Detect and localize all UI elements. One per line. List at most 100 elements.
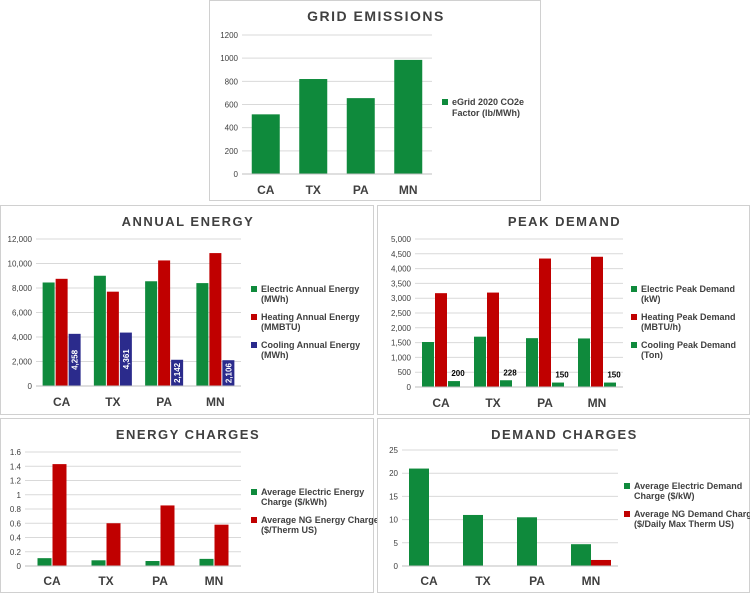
legend-entry: Average NG Energy Charge ($/Therm US)	[261, 515, 379, 535]
y-tick-label: 500	[398, 368, 412, 377]
legend-swatch	[442, 99, 448, 105]
bar-pa-series-0	[346, 98, 375, 174]
bar-tx-series-0	[91, 560, 106, 566]
legend-entry: Cooling Peak Demand (Ton)	[641, 340, 736, 360]
x-tick-label: CA	[432, 396, 450, 410]
y-tick-label: 2,000	[12, 358, 33, 367]
legend-swatch	[624, 511, 630, 517]
legend-swatch	[251, 286, 257, 292]
bar-mn-series-2	[222, 360, 235, 386]
y-tick-label: 1,000	[391, 353, 412, 362]
y-tick-label: 2,000	[391, 324, 412, 333]
legend-entry: Average Electric Energy Charge ($/kWh)	[261, 487, 364, 507]
x-tick-label: PA	[353, 183, 369, 197]
x-tick-label: CA	[420, 574, 438, 588]
y-tick-label: 0	[234, 170, 239, 179]
bar-mn-series-2	[604, 382, 616, 387]
energy-chart: ANNUAL ENERGY 0 2,000 4,000 6,000 8,000 10,000…	[8, 214, 361, 409]
y-tick-label: 20	[389, 469, 398, 478]
bar-pa-series-0	[145, 281, 158, 386]
data-label: 2,142	[173, 362, 182, 383]
bar-ca-series-0	[409, 468, 429, 566]
demand-charges-panel: DEMAND CHARGES 0 5 10 15 20 25 CA TX PA MN Average …	[377, 418, 750, 593]
y-tick-label: 0.6	[10, 519, 22, 528]
x-tick-label: MN	[588, 396, 607, 410]
legend-entry: Heating Annual Energy (MMBTU)	[261, 312, 360, 332]
bar-ca-series-0	[251, 114, 280, 174]
bar-pa-series-0	[517, 517, 537, 566]
bar-mn-series-0	[199, 558, 214, 566]
x-tick-label: PA	[537, 396, 553, 410]
bar-ca-series-2	[448, 381, 460, 387]
chart-title: DEMAND CHARGES	[491, 427, 638, 442]
y-tick-label: 4,000	[12, 333, 33, 342]
data-label: 228	[503, 368, 517, 377]
bar-pa-series-0	[526, 338, 538, 387]
y-tick-label: 10,000	[8, 260, 33, 269]
y-tick-label: 6,000	[12, 309, 33, 318]
x-tick-label: PA	[152, 574, 168, 588]
data-label: 200	[451, 369, 465, 378]
grid-chart: GRID EMISSIONS 0 200 400 600 800 1000 1200 CA TX P…	[220, 8, 524, 197]
legend-swatch	[631, 314, 637, 320]
bar-ca-series-1	[435, 293, 447, 387]
echarges-chart: ENERGY CHARGES 0 0.2 0.4 0.6 0.8 1 1.2 1.4 1.6 CA T…	[10, 427, 379, 588]
legend-swatch	[251, 314, 257, 320]
y-tick-label: 0	[394, 562, 399, 571]
dcharges-chart: DEMAND CHARGES 0 5 10 15 20 25 CA TX PA MN Average …	[389, 427, 750, 588]
bar-mn-series-0	[578, 338, 590, 387]
x-tick-label: MN	[206, 395, 225, 409]
bar-pa-series-2	[171, 359, 184, 386]
x-tick-label: MN	[399, 183, 418, 197]
legend-entry: eGrid 2020 CO2e Factor (lb/MWh)	[452, 97, 524, 118]
chart-title: ENERGY CHARGES	[116, 427, 260, 442]
y-tick-label: 15	[389, 492, 398, 501]
legend-entry: Average NG Demand Charge ($/Daily Max The…	[634, 509, 750, 529]
bar-tx-series-0	[463, 514, 483, 566]
bar-tx-series-0	[474, 336, 486, 387]
x-tick-label: CA	[43, 574, 61, 588]
bar-pa-series-1	[158, 260, 171, 386]
y-tick-label: 1	[17, 491, 22, 500]
bar-ca-series-1	[55, 278, 68, 386]
y-tick-label: 2,500	[391, 309, 412, 318]
x-tick-label: PA	[156, 395, 172, 409]
legend-entry: Heating Peak Demand (MBTU/h)	[641, 312, 736, 332]
y-tick-label: 5,000	[391, 235, 412, 244]
y-tick-label: 25	[389, 446, 398, 455]
bar-ca-series-0	[422, 342, 434, 387]
y-tick-label: 1.4	[10, 462, 22, 471]
bar-pa-series-1	[160, 505, 175, 566]
x-tick-label: PA	[529, 574, 545, 588]
peak-demand-panel: PEAK DEMAND 0 500 1,000 1,500 2,000 2,500 3,000…	[377, 205, 750, 415]
y-tick-label: 0	[17, 562, 22, 571]
bar-mn-series-0	[571, 544, 591, 566]
y-tick-label: 400	[225, 124, 239, 133]
y-tick-label: 0	[407, 383, 412, 392]
x-tick-label: CA	[257, 183, 275, 197]
y-tick-label: 12,000	[8, 235, 33, 244]
y-tick-label: 3,500	[391, 279, 412, 288]
legend-swatch	[631, 342, 637, 348]
legend-entry: Cooling Annual Energy (MWh)	[261, 340, 360, 360]
chart-title: ANNUAL ENERGY	[122, 214, 255, 229]
y-tick-label: 200	[225, 147, 239, 156]
bar-mn-series-1	[214, 524, 229, 566]
bar-ca-series-0	[42, 282, 55, 386]
data-label: 4,361	[122, 349, 131, 370]
x-tick-label: TX	[475, 574, 490, 588]
energy-charges-panel: ENERGY CHARGES 0 0.2 0.4 0.6 0.8 1 1.2 1.4 1.6 CA T…	[0, 418, 379, 593]
legend-swatch	[251, 517, 257, 523]
x-tick-label: TX	[105, 395, 120, 409]
x-tick-label: TX	[485, 396, 500, 410]
bar-pa-series-2	[552, 382, 564, 387]
x-tick-label: CA	[53, 395, 71, 409]
bar-tx-series-2	[119, 332, 132, 386]
bar-tx-series-2	[500, 380, 512, 387]
y-tick-label: 1.2	[10, 477, 22, 486]
annual-energy-panel: ANNUAL ENERGY 0 2,000 4,000 6,000 8,000 10,000…	[0, 205, 374, 415]
y-tick-label: 8,000	[12, 284, 33, 293]
legend-entry: Electric Annual Energy (MWh)	[261, 284, 359, 304]
x-tick-label: TX	[306, 183, 321, 197]
y-tick-label: 5	[394, 539, 399, 548]
